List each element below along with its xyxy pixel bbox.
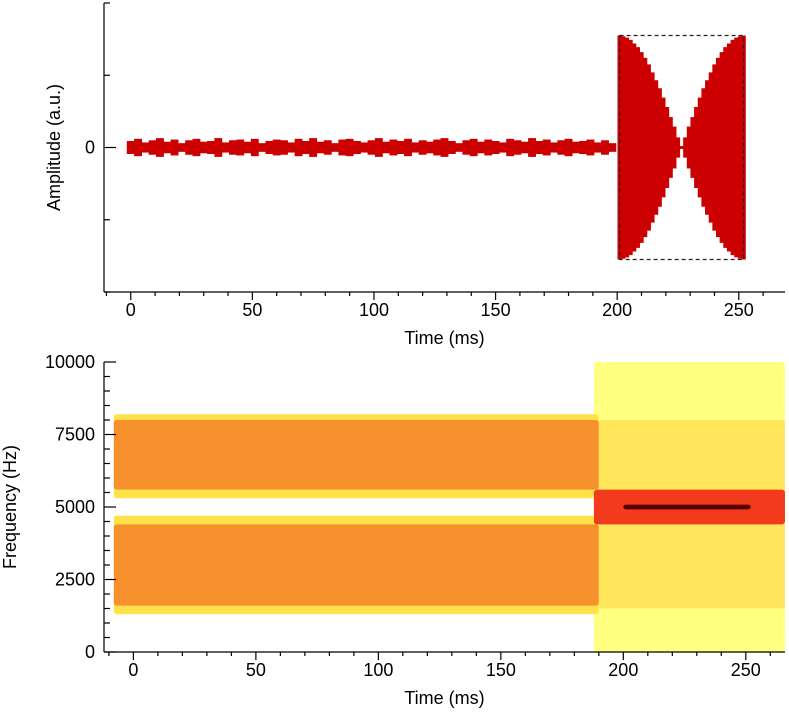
y-axis-label: Frequency (Hz) (0, 445, 20, 569)
x-tick-label: 200 (608, 660, 638, 680)
spectral-region (113, 420, 599, 490)
x-tick-label: 0 (128, 660, 138, 680)
y-axis-label: Amplitude (a.u.) (44, 84, 64, 211)
y-tick-label: 5000 (55, 497, 95, 517)
spectral-region (113, 524, 599, 606)
x-tick-label: 150 (486, 660, 516, 680)
x-tick-label: 250 (724, 300, 754, 320)
y-tick-label: 2500 (55, 570, 95, 590)
y-tick-label: 7500 (55, 425, 95, 445)
x-axis-label: Time (ms) (404, 328, 484, 348)
burst-box (619, 34, 745, 261)
x-tick-label: 250 (731, 660, 761, 680)
x-tick-label: 100 (359, 300, 389, 320)
y-tick-label: 10000 (45, 352, 95, 372)
x-axis-label: Time (ms) (404, 688, 484, 708)
x-tick-label: 50 (242, 300, 262, 320)
x-tick-label: 100 (363, 660, 393, 680)
x-tick-label: 150 (481, 300, 511, 320)
x-tick-label: 0 (126, 300, 136, 320)
y-tick-label: 0 (85, 642, 95, 662)
x-tick-label: 200 (602, 300, 632, 320)
spectral-region (623, 504, 751, 510)
y-tick-label: 0 (85, 138, 95, 158)
x-tick-label: 50 (246, 660, 266, 680)
